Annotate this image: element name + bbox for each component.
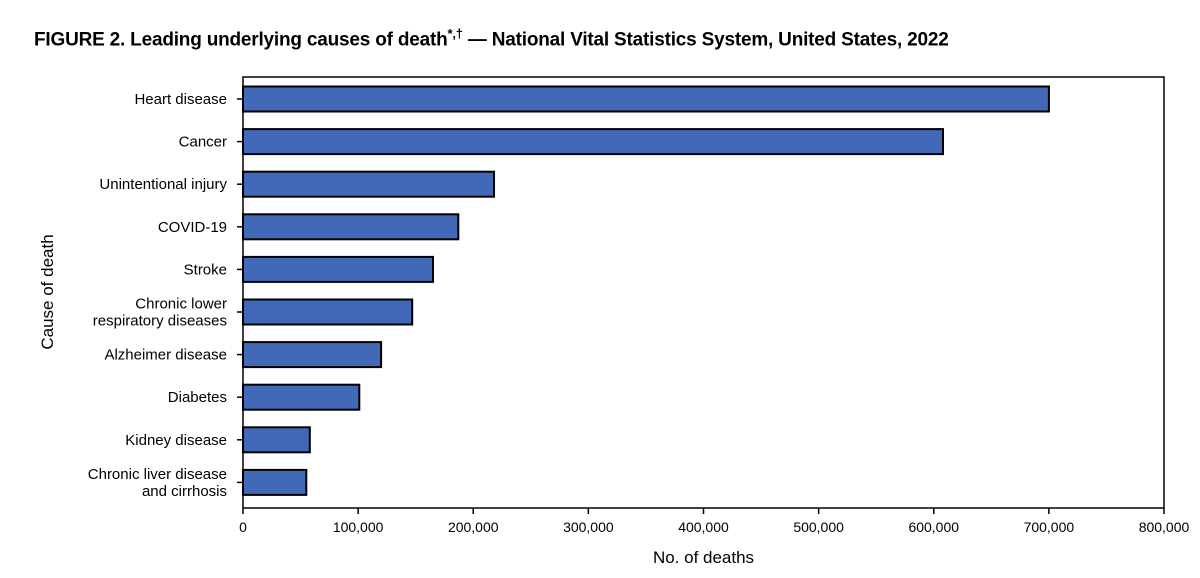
category-label-7: Diabetes (168, 389, 227, 406)
bars-group (242, 85, 1050, 496)
category-label-4: Stroke (184, 261, 227, 278)
bar-8 (242, 426, 311, 454)
category-label-5: Chronic lower respiratory diseases (93, 296, 227, 330)
bar-2 (242, 170, 495, 198)
figure-title: FIGURE 2. Leading underlying causes of d… (34, 26, 949, 51)
x-axis-title: No. of deaths (653, 548, 754, 567)
bar-1 (242, 128, 944, 156)
bar-5 (242, 298, 414, 326)
bar-9 (242, 468, 308, 496)
x-tick-label-7: 700,000 (1024, 519, 1075, 535)
category-label-8: Kidney disease (125, 432, 227, 449)
bar-4 (242, 255, 434, 283)
category-label-2: Unintentional injury (99, 176, 227, 193)
bar-7 (242, 383, 361, 411)
category-label-6: Alzheimer disease (104, 347, 227, 364)
x-tick-label-3: 300,000 (563, 519, 614, 535)
x-tick-label-2: 200,000 (448, 519, 499, 535)
figure-title-rest: — National Vital Statistics System, Unit… (462, 29, 949, 51)
category-label-0: Heart disease (134, 91, 227, 108)
category-label-3: COVID-19 (158, 219, 227, 236)
x-tick-label-0: 0 (239, 519, 247, 535)
category-labels: Heart disease Cancer Unintentional injury C… (88, 91, 243, 500)
category-label-9: Chronic liver disease and cirrhosis (88, 466, 227, 500)
x-tick-label-8: 800,000 (1139, 519, 1190, 535)
x-axis-ticks: 0 100,000 200,000 300,000 400,000 500,000 600,… (239, 508, 1190, 535)
bar-3 (242, 213, 460, 241)
bar-0 (242, 85, 1050, 113)
x-tick-label-4: 400,000 (678, 519, 729, 535)
figure-title-main: FIGURE 2. Leading underlying causes of d… (34, 29, 448, 51)
x-tick-label-5: 500,000 (793, 519, 844, 535)
x-tick-label-1: 100,000 (333, 519, 384, 535)
category-label-1: Cancer (179, 134, 227, 151)
bar-6 (242, 341, 383, 369)
y-axis-title: Cause of death (38, 234, 57, 349)
x-tick-label-6: 600,000 (908, 519, 959, 535)
figure-title-footnote-marks: *,† (447, 26, 464, 41)
